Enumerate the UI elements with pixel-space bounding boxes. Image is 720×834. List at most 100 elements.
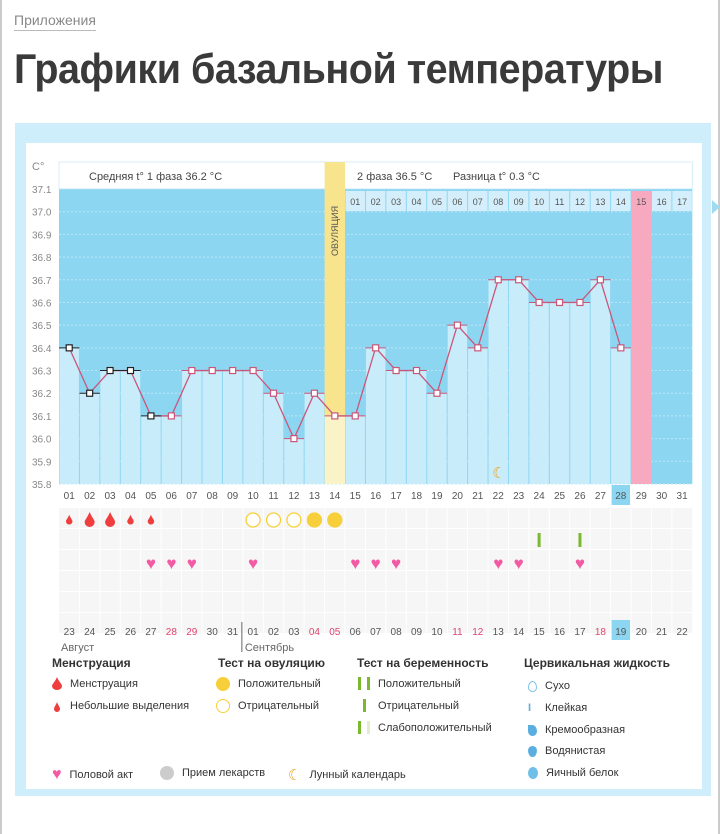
- temperature-bar: [222, 370, 243, 484]
- temperature-bar: [406, 370, 427, 484]
- temperature-bar: [427, 393, 447, 484]
- y-tick-label: 36.7: [32, 276, 52, 287]
- legend-medication: Прием лекарств: [160, 766, 265, 780]
- heart-icon: ♥: [350, 554, 360, 573]
- cycle-day-label: 09: [227, 491, 239, 502]
- heart-icon: ♥: [575, 554, 585, 573]
- cycle-day-label: 18: [411, 491, 423, 502]
- calendar-date-label: 08: [391, 627, 403, 638]
- temperature-point: [86, 389, 94, 397]
- next-arrow-icon[interactable]: [712, 200, 720, 214]
- phase2-day-label: 07: [473, 197, 483, 207]
- legend-ovulation-title: Тест на овуляцию: [218, 656, 325, 670]
- phase2-day-cell: [651, 191, 672, 211]
- temperature-point: [412, 366, 421, 375]
- phase2-day-cell: [386, 191, 406, 211]
- legend-label: Отрицательный: [238, 700, 319, 712]
- phase2-day-cell: [508, 191, 529, 211]
- heart-icon: ♥: [187, 554, 197, 573]
- cycle-day-label: 25: [554, 491, 566, 502]
- legend-cervical-title: Цервикальная жидкость: [524, 656, 671, 670]
- menstruation-drop-icon: [105, 512, 116, 527]
- legend-label: Сухо: [545, 680, 570, 692]
- ovulation-test-negative-icon: [286, 512, 302, 528]
- temperature-bar: [386, 370, 406, 484]
- current-day-highlight: [611, 485, 631, 505]
- legend-eggwhite: Яичный белок: [528, 767, 618, 779]
- breadcrumb-link[interactable]: Приложения: [14, 12, 96, 31]
- calendar-date-label: 14: [513, 627, 525, 638]
- cycle-day-label: 30: [656, 491, 668, 502]
- y-tick-label: 37.0: [32, 208, 52, 219]
- cycle-day-label: 08: [207, 491, 219, 502]
- today-highlight: [611, 620, 631, 640]
- phase1-average: Средняя t° 1 фаза 36.2 °C: [89, 171, 222, 183]
- phase2-day-cell: [611, 191, 631, 211]
- menstruation-drop-icon: [127, 514, 134, 525]
- calendar-date-label: 16: [554, 627, 566, 638]
- y-tick-label: 36.8: [32, 253, 52, 264]
- phase2-day-cell: [447, 191, 468, 211]
- month-label: Август: [61, 642, 94, 654]
- ovulation-test-negative-icon: [265, 512, 282, 528]
- calendar-date-label: 15: [534, 627, 546, 638]
- marker-row: [59, 613, 693, 633]
- cycle-day-label: 16: [370, 491, 382, 502]
- phase2-day-label: 10: [534, 197, 544, 207]
- y-tick-label: 36.6: [32, 298, 52, 309]
- blood-drop-icon: [52, 677, 62, 690]
- heart-icon: ♥: [52, 766, 62, 783]
- menstruation-drop-icon: [84, 512, 95, 527]
- cycle-day-label: 31: [677, 491, 689, 502]
- temperature-point: [310, 389, 318, 397]
- temperature-point: [188, 366, 196, 375]
- phase2-day-label: 03: [391, 197, 401, 207]
- dry-drop-icon: [528, 680, 537, 692]
- cycle-day-label: 02: [84, 491, 96, 502]
- temperature-point: [515, 276, 523, 284]
- temperature-bar: [570, 302, 590, 484]
- calendar-date-label: 06: [350, 627, 362, 638]
- y-tick-label: 36.0: [32, 435, 52, 446]
- calendar-date-label: 12: [472, 627, 484, 638]
- moon-icon: ☾: [288, 767, 302, 784]
- legend-moon: ☾ Лунный календарь: [288, 766, 406, 784]
- cycle-day-label: 13: [309, 491, 321, 502]
- calendar-date-label: 09: [411, 627, 423, 638]
- phase2-day-label: 15: [636, 197, 646, 207]
- temperature-point: [229, 366, 237, 375]
- cycle-day-label: 15: [350, 491, 362, 502]
- moon-icon: ☾: [492, 465, 505, 482]
- legend-dry: Сухо: [528, 680, 570, 692]
- phase2-day-cell: [345, 191, 365, 211]
- cycle-day-label: 04: [125, 491, 137, 502]
- temperature-point: [331, 412, 339, 420]
- temperature-bar: [549, 302, 570, 484]
- temperature-bar: [120, 370, 141, 484]
- phase2-day-cell: [468, 191, 488, 211]
- temperature-bar: [182, 370, 202, 484]
- cycle-day-label: 24: [534, 491, 546, 502]
- cycle-day-label: 01: [64, 491, 76, 502]
- phase2-day-label: 01: [350, 197, 360, 207]
- marker-row: [59, 508, 693, 528]
- heart-icon: ♥: [248, 554, 258, 573]
- temperature-point: [126, 366, 135, 375]
- temperature-bar: [263, 393, 284, 484]
- phase2-day-cell: [529, 191, 549, 211]
- phase2-day-cell: [549, 191, 570, 211]
- temperature-bar: [508, 279, 529, 484]
- temperature-bar: [590, 279, 611, 484]
- legend-label: Яичный белок: [546, 767, 619, 779]
- calendar-date-label: 03: [288, 627, 300, 638]
- legend-label: Небольшие выделения: [70, 699, 190, 712]
- temperature-point: [555, 298, 564, 307]
- cycle-day-label: 14: [329, 491, 341, 502]
- page-title: Графики базальной температуры: [14, 45, 664, 92]
- temperature-point: [167, 412, 175, 420]
- phase2-day-cell: [631, 191, 651, 211]
- calendar-date-label: 24: [84, 627, 96, 638]
- temperature-point: [290, 435, 298, 443]
- temperature-bar: [345, 415, 365, 484]
